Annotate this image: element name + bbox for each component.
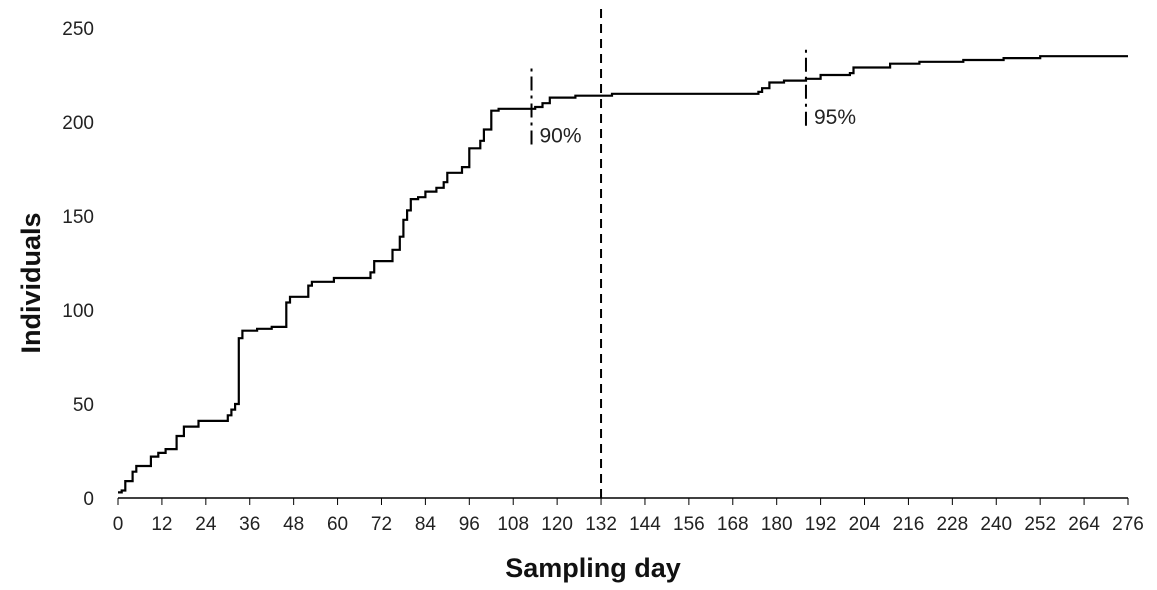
series-line xyxy=(118,55,1128,494)
x-tick-label: 12 xyxy=(151,514,172,535)
x-tick-label: 120 xyxy=(541,514,573,535)
x-tick-label: 72 xyxy=(371,514,392,535)
y-tick-label: 100 xyxy=(62,301,94,322)
threshold-label: 95% xyxy=(814,106,856,129)
threshold-label: 90% xyxy=(540,125,582,148)
y-tick-label: 200 xyxy=(62,113,94,134)
x-tick-label: 216 xyxy=(893,514,925,535)
x-tick-label: 276 xyxy=(1112,514,1144,535)
y-tick-label: 0 xyxy=(83,489,94,510)
x-tick-label: 132 xyxy=(585,514,617,535)
x-tick-label: 0 xyxy=(113,514,124,535)
x-tick-label: 240 xyxy=(980,514,1012,535)
annotations: 90% 95% xyxy=(530,5,856,498)
x-tick-label: 108 xyxy=(497,514,529,535)
x-tick-label: 204 xyxy=(849,514,881,535)
x-tick-label: 180 xyxy=(761,514,793,535)
y-tick-label: 50 xyxy=(73,395,94,416)
x-axis-title: Sampling day xyxy=(505,553,681,583)
x-tick-label: 228 xyxy=(936,514,968,535)
x-tick-label: 264 xyxy=(1068,514,1100,535)
y-axis-ticks: 0 50 100 150 200 250 xyxy=(62,19,94,510)
x-tick-label: 156 xyxy=(673,514,705,535)
y-tick-label: 150 xyxy=(62,207,94,228)
x-tick-label: 192 xyxy=(805,514,837,535)
y-axis-title: Individuals xyxy=(16,212,46,353)
x-tick-label: 168 xyxy=(717,514,749,535)
x-tick-label: 60 xyxy=(327,514,348,535)
x-tick-label: 24 xyxy=(195,514,217,535)
x-tick-label: 36 xyxy=(239,514,260,535)
plot-area xyxy=(118,55,1128,494)
x-tick-label: 144 xyxy=(629,514,661,535)
x-axis-ticks: 0 12 24 36 48 60 72 84 96 108 120 132 144 156 168 180 19… xyxy=(113,498,1144,535)
x-tick-label: 48 xyxy=(283,514,304,535)
x-tick-label: 96 xyxy=(459,514,480,535)
x-tick-label: 84 xyxy=(415,514,437,535)
x-tick-label: 252 xyxy=(1024,514,1056,535)
y-tick-label: 250 xyxy=(62,19,94,40)
